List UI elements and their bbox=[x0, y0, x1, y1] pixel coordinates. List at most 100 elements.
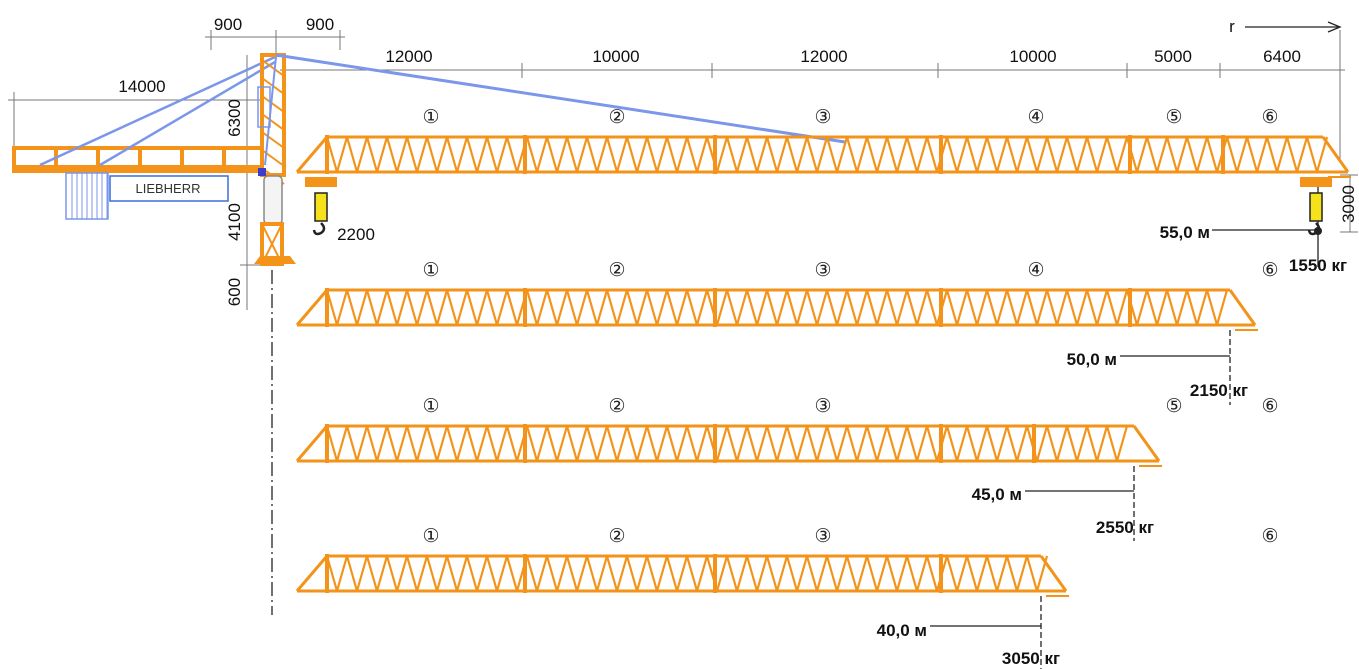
jib-lacing bbox=[1195, 289, 1209, 326]
jib-lacing bbox=[395, 555, 409, 592]
jib-lacing bbox=[405, 289, 419, 326]
jib-lacing bbox=[545, 555, 559, 592]
jib-lacing bbox=[345, 289, 359, 326]
jib-lacing bbox=[915, 555, 929, 592]
jib-lacing bbox=[845, 425, 859, 462]
jib-lacing bbox=[945, 289, 959, 326]
section-number: ③ bbox=[814, 106, 831, 128]
jib-lacing bbox=[995, 425, 1009, 462]
jib-lacing bbox=[1315, 136, 1329, 173]
jib-lacing bbox=[825, 425, 839, 462]
jib-lacing bbox=[725, 555, 739, 592]
jib-lacing bbox=[1005, 136, 1019, 173]
jib-lacing bbox=[355, 555, 369, 592]
section-number: ② bbox=[608, 525, 625, 547]
section-number: ② bbox=[608, 259, 625, 281]
jib-lacing bbox=[1115, 289, 1129, 326]
jib-lacing bbox=[955, 289, 969, 326]
jib-lacing bbox=[1085, 425, 1099, 462]
radius-label: r bbox=[1229, 17, 1235, 36]
jib-lacing bbox=[575, 425, 589, 462]
jib-lacing bbox=[1085, 136, 1099, 173]
jib-lacing bbox=[945, 136, 959, 173]
jib-lacing bbox=[395, 289, 409, 326]
jib-lacing bbox=[865, 289, 879, 326]
section-number: ② bbox=[608, 395, 625, 417]
jib-lacing bbox=[1165, 289, 1179, 326]
jib-lacing bbox=[595, 136, 609, 173]
jib-lacing bbox=[585, 555, 599, 592]
jib-lacing bbox=[465, 555, 479, 592]
tower-brace bbox=[261, 59, 285, 77]
jib-lacing bbox=[1015, 136, 1029, 173]
jib-lacing bbox=[365, 555, 379, 592]
section-number: ④ bbox=[1027, 259, 1044, 281]
jib-lacing bbox=[965, 555, 979, 592]
load-1550: 1550 кг bbox=[1289, 256, 1347, 275]
jib-lacing bbox=[855, 555, 869, 592]
jib-lacing bbox=[445, 425, 459, 462]
jib-lacing bbox=[495, 555, 509, 592]
jib-lacing bbox=[525, 425, 539, 462]
jib-lacing bbox=[435, 555, 449, 592]
section-number: ④ bbox=[1027, 106, 1044, 128]
section-number: ⑥ bbox=[1261, 395, 1278, 417]
jib-lacing bbox=[615, 136, 629, 173]
jib-lacing bbox=[735, 136, 749, 173]
jib-lacing bbox=[975, 136, 989, 173]
jib-lacing bbox=[675, 555, 689, 592]
jib-lacing bbox=[555, 289, 569, 326]
jib-lacing bbox=[455, 425, 469, 462]
jib-lacing bbox=[1035, 555, 1049, 592]
counterjib-chord bbox=[12, 165, 264, 173]
jib-lacing bbox=[1195, 136, 1209, 173]
jib-lacing bbox=[445, 136, 459, 173]
jib-lacing bbox=[625, 136, 639, 173]
jib-lacing bbox=[975, 289, 989, 326]
jib-lacing bbox=[1045, 425, 1059, 462]
jib-lacing bbox=[745, 289, 759, 326]
jib-config: ① ② ③ ⑤ ⑥ bbox=[295, 395, 1279, 541]
jib-lacing bbox=[995, 136, 1009, 173]
jib-lacing bbox=[965, 136, 979, 173]
jib-lacing bbox=[545, 425, 559, 462]
jib-lacing bbox=[485, 425, 499, 462]
jib-lacing bbox=[1305, 136, 1319, 173]
jib-lacing bbox=[345, 136, 359, 173]
jib-lacing bbox=[465, 425, 479, 462]
jib-lacing bbox=[1025, 555, 1039, 592]
jib-config: ① ② ③ ⑥ bbox=[295, 525, 1279, 669]
jib-lacing bbox=[455, 289, 469, 326]
jib-lacing bbox=[645, 289, 659, 326]
jib-lacing bbox=[675, 289, 689, 326]
jib-lacing bbox=[725, 289, 739, 326]
jib-lacing bbox=[795, 289, 809, 326]
jib-lacing bbox=[425, 289, 439, 326]
jib-lacing bbox=[775, 289, 789, 326]
jib-lacing bbox=[785, 136, 799, 173]
jib-lacing bbox=[905, 555, 919, 592]
jib-lacing bbox=[805, 425, 819, 462]
jib-lacing bbox=[735, 425, 749, 462]
section-number: ① bbox=[422, 395, 439, 417]
dim-tower-left: 900 bbox=[214, 15, 242, 34]
jib-lacing bbox=[785, 555, 799, 592]
jib-lacing bbox=[665, 136, 679, 173]
jib-lacing bbox=[855, 136, 869, 173]
jib-lacing bbox=[345, 425, 359, 462]
jib-lacing bbox=[635, 425, 649, 462]
jib-lacing bbox=[1095, 136, 1109, 173]
jib-lacing bbox=[685, 555, 699, 592]
tower-base bbox=[254, 256, 296, 264]
jib-lacing bbox=[1045, 289, 1059, 326]
jib-lacing bbox=[615, 425, 629, 462]
jib-lacing bbox=[685, 425, 699, 462]
jib-lacing bbox=[1015, 289, 1029, 326]
jib-lacing bbox=[765, 289, 779, 326]
jib-lacing bbox=[775, 136, 789, 173]
jib-lacing bbox=[475, 136, 489, 173]
jib-lacing bbox=[755, 425, 769, 462]
jib-lacing bbox=[555, 555, 569, 592]
jib-lacing bbox=[855, 289, 869, 326]
jib-lacing bbox=[535, 136, 549, 173]
